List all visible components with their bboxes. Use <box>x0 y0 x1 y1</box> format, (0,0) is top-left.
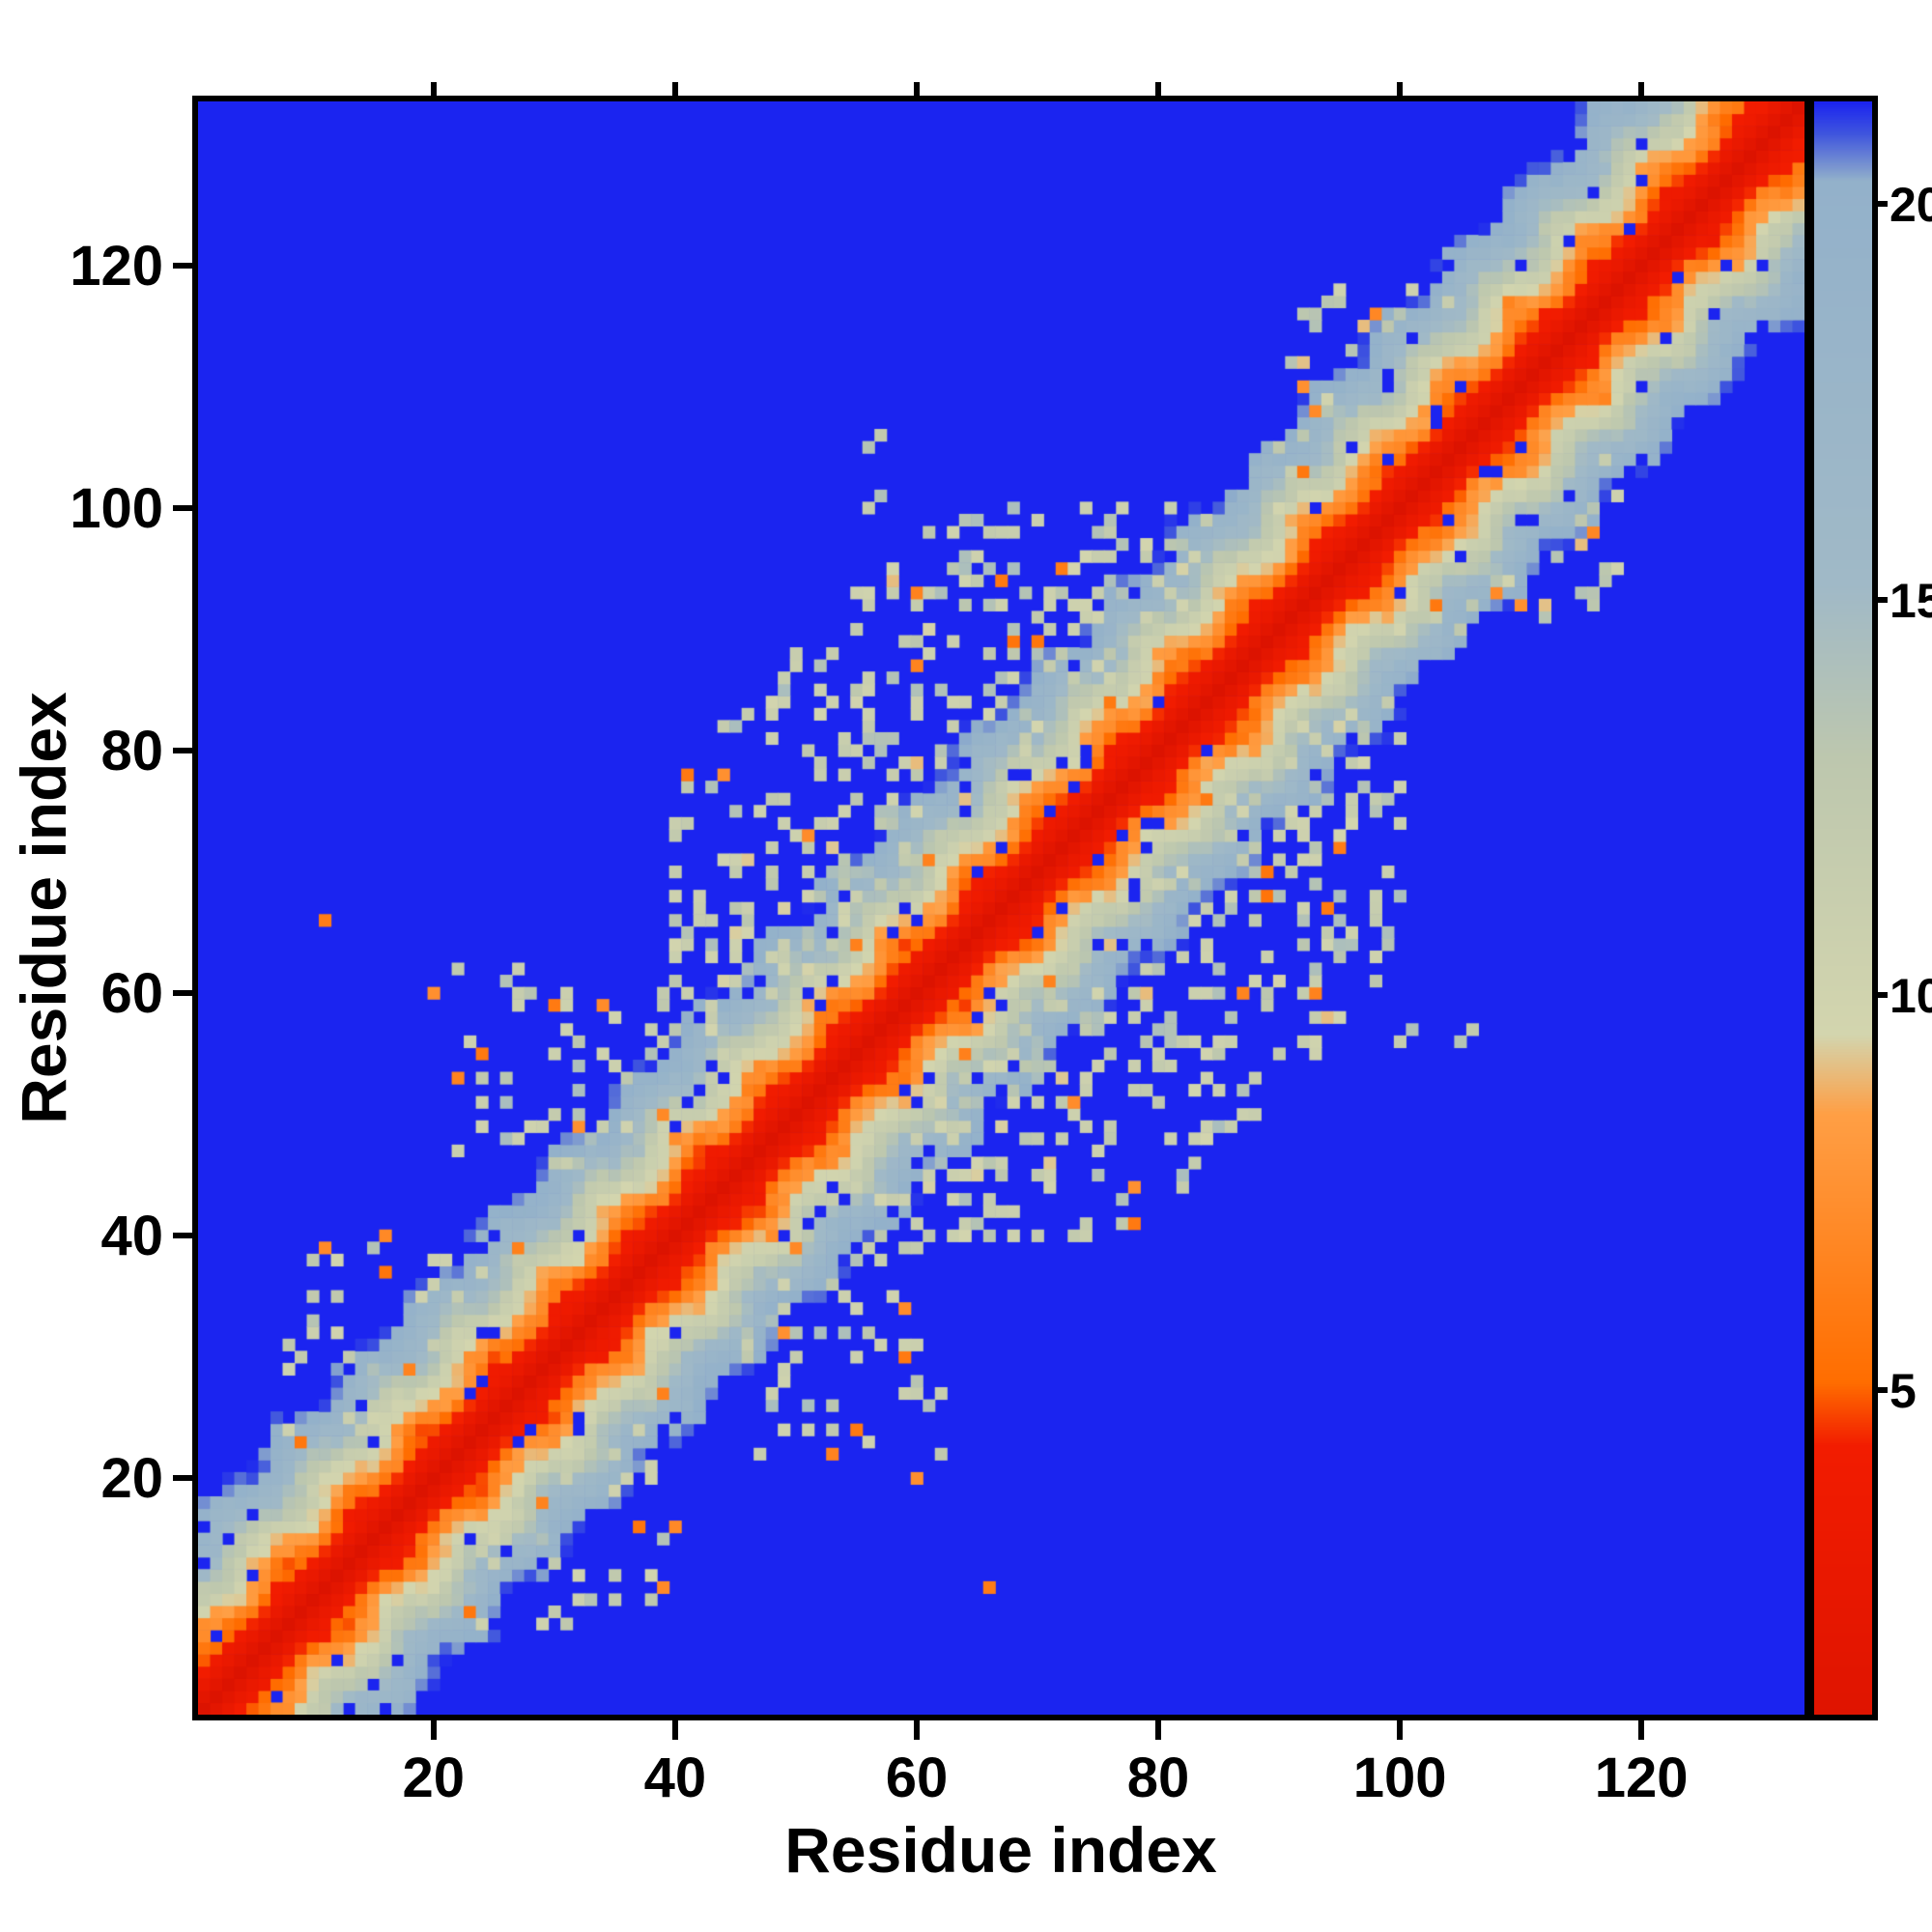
y-tick-label: 20 <box>100 1447 163 1511</box>
x-tick-label: 40 <box>643 1747 707 1809</box>
heatmap-canvas <box>198 101 1804 1715</box>
x-tick-label: 80 <box>1126 1747 1190 1809</box>
colorbar-tick-label: 15 <box>1889 573 1932 628</box>
x-tick-label: 100 <box>1352 1747 1447 1809</box>
y-tick-mark <box>173 747 192 753</box>
colorbar-tick-mark <box>1872 201 1888 208</box>
x-tick-mark <box>1155 1720 1162 1740</box>
x-tick-label: 20 <box>402 1747 466 1809</box>
y-tick-mark <box>173 262 192 269</box>
colorbar-tick-mark <box>1872 992 1888 999</box>
y-tick-label: 80 <box>100 719 163 782</box>
y-tick-mark <box>173 504 192 511</box>
x-tick-mark-top <box>1397 82 1404 96</box>
colorbar-tick-mark <box>1872 1387 1888 1394</box>
colorbar-canvas <box>1814 101 1872 1715</box>
x-axis-label: Residue index <box>784 1814 1217 1886</box>
x-tick-mark <box>430 1720 437 1740</box>
y-tick-label: 60 <box>100 961 163 1025</box>
x-tick-mark-top <box>1155 82 1162 96</box>
x-tick-mark <box>1638 1720 1645 1740</box>
y-tick-label: 100 <box>70 476 163 540</box>
x-tick-label: 120 <box>1594 1747 1689 1809</box>
y-tick-mark <box>173 1233 192 1239</box>
y-tick-label: 120 <box>70 234 163 298</box>
colorbar-tick-label: 20 <box>1889 178 1932 233</box>
x-tick-label: 60 <box>885 1747 949 1809</box>
y-tick-mark <box>173 989 192 996</box>
x-tick-mark-top <box>1638 82 1645 96</box>
x-tick-mark <box>1397 1720 1404 1740</box>
y-tick-label: 40 <box>100 1205 163 1268</box>
x-tick-mark-top <box>430 82 437 96</box>
x-tick-mark-top <box>913 82 920 96</box>
colorbar-tick-mark <box>1872 596 1888 603</box>
y-tick-mark <box>173 1475 192 1482</box>
x-tick-mark <box>913 1720 920 1740</box>
y-axis-label: Residue index <box>8 692 79 1124</box>
colorbar-tick-label: 5 <box>1889 1364 1917 1419</box>
colorbar-tick-label: 10 <box>1889 969 1932 1024</box>
x-tick-mark <box>671 1720 678 1740</box>
x-tick-mark-top <box>671 82 678 96</box>
